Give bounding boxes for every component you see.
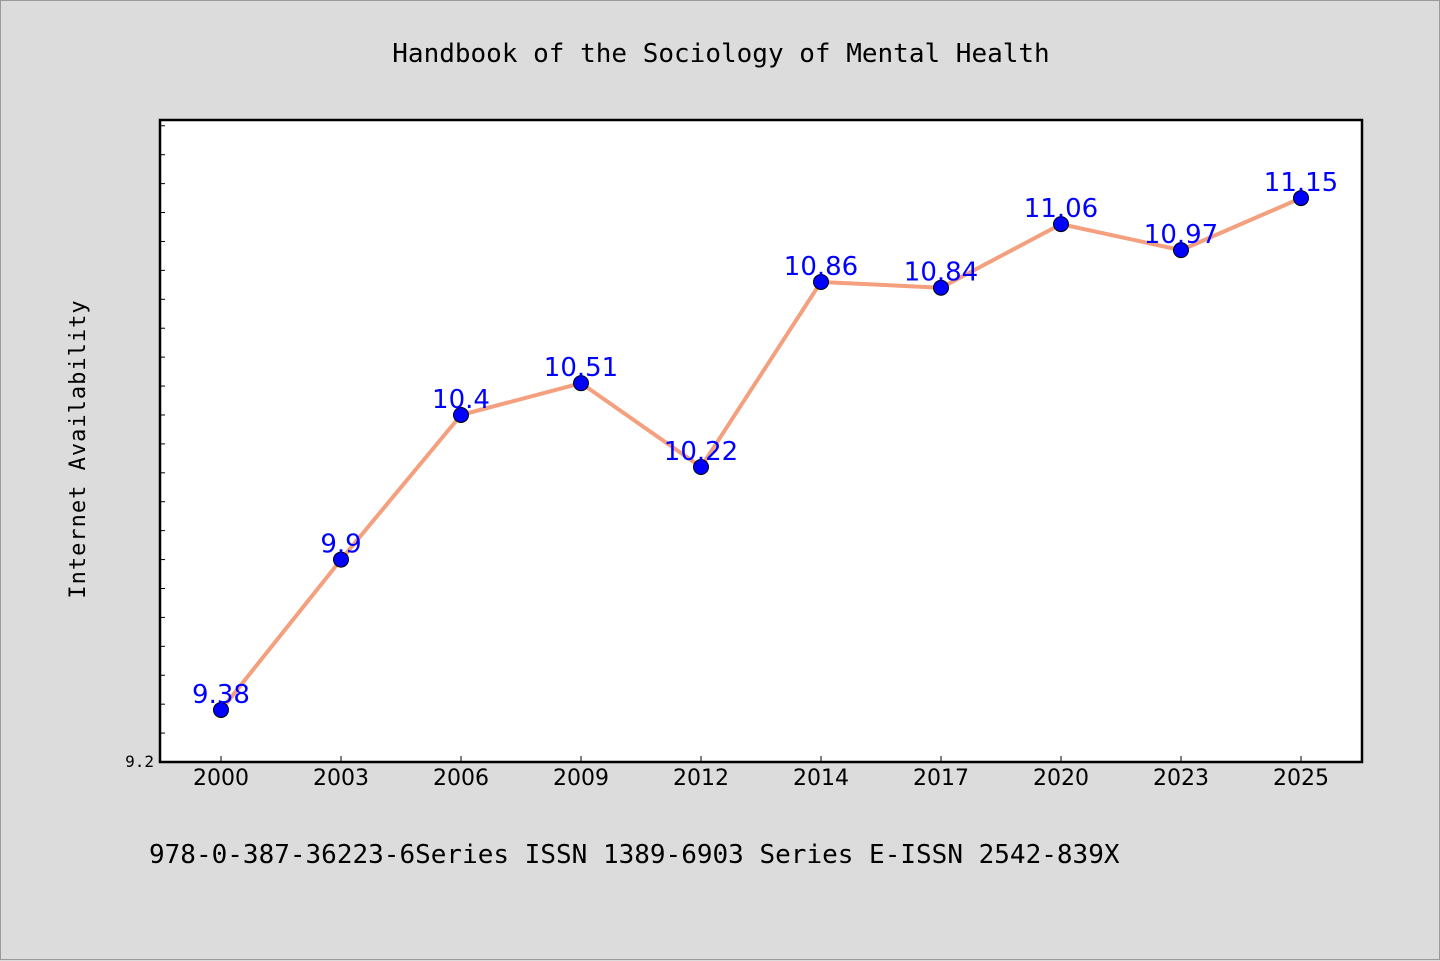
x-tick-label: 2023 <box>1153 766 1209 791</box>
data-label: 11.15 <box>1264 168 1338 198</box>
footer-isbn-issn: 978-0-387-36223-6Series ISSN 1389-6903 S… <box>149 840 1120 870</box>
y-axis-label: Internet Availability <box>66 299 91 598</box>
data-label: 10.97 <box>1144 220 1218 250</box>
plot-area <box>158 118 1364 764</box>
x-axis-ticks: 2000 2003 2006 2009 2012 2014 2017 2020 2023 2025 <box>193 756 1329 791</box>
data-label: 10.84 <box>904 258 978 288</box>
x-tick-label: 2014 <box>793 766 849 791</box>
data-label: 9.38 <box>192 680 250 710</box>
data-point-marker <box>453 406 469 423</box>
data-point-marker <box>813 273 829 290</box>
data-point-marker <box>333 551 349 568</box>
data-point-marker <box>933 279 949 296</box>
data-label: 10.4 <box>432 385 490 415</box>
x-tick-label: 2025 <box>1273 766 1329 791</box>
series-layer: 9.38 9.9 10.4 10.51 10.22 10.86 10.84 11.06 10.9… <box>192 168 1338 718</box>
x-tick-label: 2017 <box>913 766 969 791</box>
data-point-marker <box>573 375 589 392</box>
data-label: 11.06 <box>1024 194 1098 224</box>
data-label: 10.22 <box>664 437 738 467</box>
series-line <box>219 196 1302 712</box>
chart-title: Handbook of the Sociology of Mental Heal… <box>392 39 1049 69</box>
x-tick-label: 2009 <box>553 766 609 791</box>
data-point-marker <box>213 701 229 718</box>
data-label: 10.86 <box>784 252 858 282</box>
y-tick-label: 9.2 <box>125 752 154 771</box>
x-tick-label: 2020 <box>1033 766 1089 791</box>
data-point-marker <box>1053 216 1069 233</box>
x-tick-label: 2000 <box>193 766 249 791</box>
data-point-marker <box>1173 242 1189 259</box>
x-tick-label: 2012 <box>673 766 729 791</box>
data-label: 10.51 <box>544 353 618 383</box>
x-tick-label: 2006 <box>433 766 489 791</box>
data-point-marker <box>693 459 709 476</box>
data-point-marker <box>1293 190 1309 207</box>
data-label: 9.9 <box>320 530 361 560</box>
x-tick-label: 2003 <box>313 766 369 791</box>
y-axis-ticks <box>160 125 165 763</box>
